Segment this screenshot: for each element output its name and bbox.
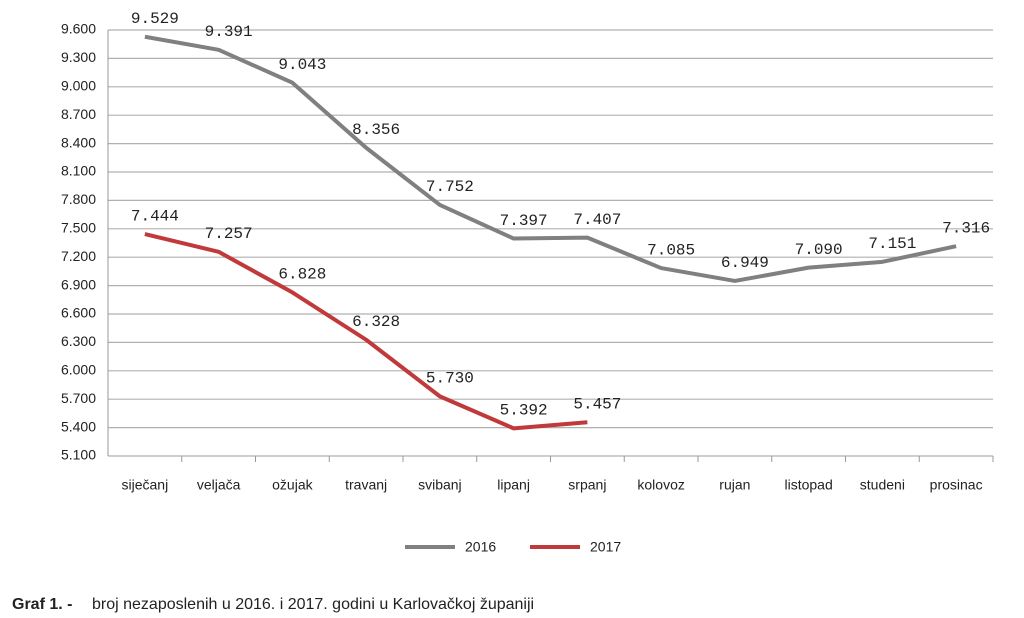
y-tick-label: 5.400 bbox=[61, 418, 96, 434]
x-tick-label: studeni bbox=[860, 477, 905, 493]
x-tick-label: listopad bbox=[784, 477, 832, 493]
x-tick-label: siječanj bbox=[122, 477, 169, 493]
data-label: 7.257 bbox=[205, 225, 253, 243]
data-label: 6.828 bbox=[278, 266, 326, 284]
data-label: 6.328 bbox=[352, 313, 400, 331]
data-label: 6.949 bbox=[721, 254, 769, 272]
y-tick-label: 5.700 bbox=[61, 390, 96, 406]
data-label: 7.316 bbox=[942, 219, 990, 237]
y-tick-label: 8.100 bbox=[61, 163, 96, 179]
data-label: 7.085 bbox=[647, 241, 695, 259]
y-tick-label: 6.300 bbox=[61, 333, 96, 349]
data-label: 5.457 bbox=[573, 395, 621, 413]
y-tick-label: 6.600 bbox=[61, 305, 96, 321]
data-label: 7.407 bbox=[573, 211, 621, 229]
x-tick-label: svibanj bbox=[418, 477, 462, 493]
data-label: 8.356 bbox=[352, 121, 400, 139]
y-tick-label: 9.300 bbox=[61, 49, 96, 65]
y-tick-label: 5.100 bbox=[61, 447, 96, 463]
data-label: 7.151 bbox=[868, 235, 916, 253]
data-label: 7.397 bbox=[500, 212, 548, 230]
data-label: 9.043 bbox=[278, 56, 326, 74]
series-line bbox=[144, 232, 588, 431]
y-tick-label: 6.000 bbox=[61, 362, 96, 378]
x-tick-label: kolovoz bbox=[637, 477, 684, 493]
x-tick-label: veljača bbox=[197, 477, 241, 493]
y-tick-label: 9.000 bbox=[61, 78, 96, 94]
x-tick-label: srpanj bbox=[568, 477, 606, 493]
x-tick-label: ožujak bbox=[272, 477, 313, 493]
legend-label: 2017 bbox=[590, 539, 621, 555]
data-label: 7.444 bbox=[131, 207, 179, 225]
y-tick-label: 9.600 bbox=[61, 21, 96, 37]
data-label: 7.752 bbox=[426, 178, 474, 196]
data-label: 5.730 bbox=[426, 370, 474, 388]
x-tick-label: prosinac bbox=[930, 477, 983, 493]
y-tick-label: 8.400 bbox=[61, 134, 96, 150]
data-label: 9.529 bbox=[131, 10, 179, 28]
series-line bbox=[144, 34, 957, 283]
data-label: 7.090 bbox=[795, 241, 843, 259]
legend-label: 2016 bbox=[465, 539, 496, 555]
y-tick-label: 8.700 bbox=[61, 106, 96, 122]
y-tick-label: 6.900 bbox=[61, 276, 96, 292]
caption-label: Graf 1. - bbox=[12, 596, 72, 613]
caption-text: broj nezaposlenih u 2016. i 2017. godini… bbox=[92, 596, 534, 613]
x-tick-label: travanj bbox=[345, 477, 387, 493]
y-tick-label: 7.200 bbox=[61, 248, 96, 264]
y-tick-label: 7.500 bbox=[61, 220, 96, 236]
x-tick-label: rujan bbox=[719, 477, 750, 493]
data-label: 9.391 bbox=[205, 23, 253, 41]
y-tick-label: 7.800 bbox=[61, 191, 96, 207]
data-label: 5.392 bbox=[500, 402, 548, 420]
x-tick-label: lipanj bbox=[497, 477, 530, 493]
